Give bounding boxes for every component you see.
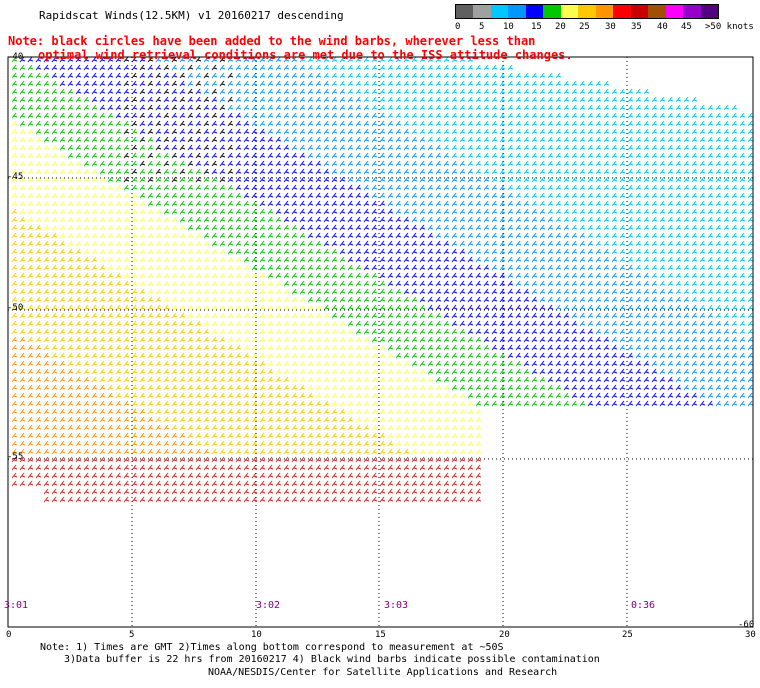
lon-label-10: 10 — [251, 630, 262, 640]
legend-label-15: 15 — [531, 22, 542, 32]
lat-label-55: -55 — [7, 452, 24, 462]
legend-label-30: 30 — [605, 22, 616, 32]
lon-label-5: 5 — [129, 630, 135, 640]
note-line-1: Note: black circles have been added to t… — [8, 34, 536, 48]
legend-swatch — [543, 5, 561, 18]
lon-label-25: 25 — [622, 630, 633, 640]
lat-label-45: -45 — [7, 172, 24, 182]
legend-swatch — [700, 5, 719, 18]
legend-label-35: 35 — [631, 22, 642, 32]
legend-swatch — [490, 5, 509, 18]
legend-label-25: 25 — [579, 22, 590, 32]
time-label-4: 0:36 — [631, 600, 656, 611]
legend-swatch — [525, 5, 544, 18]
legend-label-5: 5 — [479, 22, 485, 32]
lon-label-30: 30 — [745, 630, 756, 640]
time-label-2: 3:02 — [256, 600, 281, 611]
map-frame — [7, 56, 754, 628]
legend-swatch — [613, 5, 631, 18]
time-label-1: 3:01 — [4, 600, 29, 611]
legend-swatch — [560, 5, 579, 18]
lat-label-40: -40 — [7, 52, 24, 62]
lon-label-20: 20 — [499, 630, 510, 640]
time-label-3: 3:03 — [384, 600, 409, 611]
note-line-2: optimal wind retrieval conditions are me… — [38, 48, 573, 62]
lon-label-0: 0 — [6, 630, 12, 640]
speed-legend: 0 5 10 15 20 25 30 35 40 45 >50 knots — [455, 4, 754, 32]
footer-note-2: 3)Data buffer is 22 hrs from 20160217 4)… — [64, 654, 600, 665]
legend-label-0: 0 — [455, 22, 461, 32]
wind-barbs — [11, 56, 754, 503]
legend-swatch — [648, 5, 666, 18]
lat-label-50: -50 — [7, 303, 24, 313]
footer-note-1: Note: 1) Times are GMT 2)Times along bot… — [40, 642, 504, 653]
legend-label-20: 20 — [555, 22, 566, 32]
legend-swatch — [630, 5, 649, 18]
legend-swatch — [473, 5, 491, 18]
legend-label-10: 10 — [503, 22, 514, 32]
map-title: Rapidscat Winds(12.5KM) v1 20160217 desc… — [39, 9, 344, 22]
legend-label-45: 45 — [681, 22, 692, 32]
legend-swatch — [508, 5, 526, 18]
legend-swatch — [665, 5, 684, 18]
legend-swatch — [456, 5, 474, 18]
legend-swatch — [578, 5, 596, 18]
lat-label-60: -60 — [738, 620, 755, 630]
legend-label-40: 40 — [657, 22, 668, 32]
footer-credit: NOAA/NESDIS/Center for Satellite Applica… — [208, 667, 558, 678]
legend-label-max: >50 knots — [705, 22, 754, 32]
legend-color-bar — [455, 4, 719, 19]
legend-swatch — [595, 5, 614, 18]
legend-swatch — [683, 5, 701, 18]
lon-label-15: 15 — [375, 630, 386, 640]
lat-lon-grid — [8, 57, 753, 627]
